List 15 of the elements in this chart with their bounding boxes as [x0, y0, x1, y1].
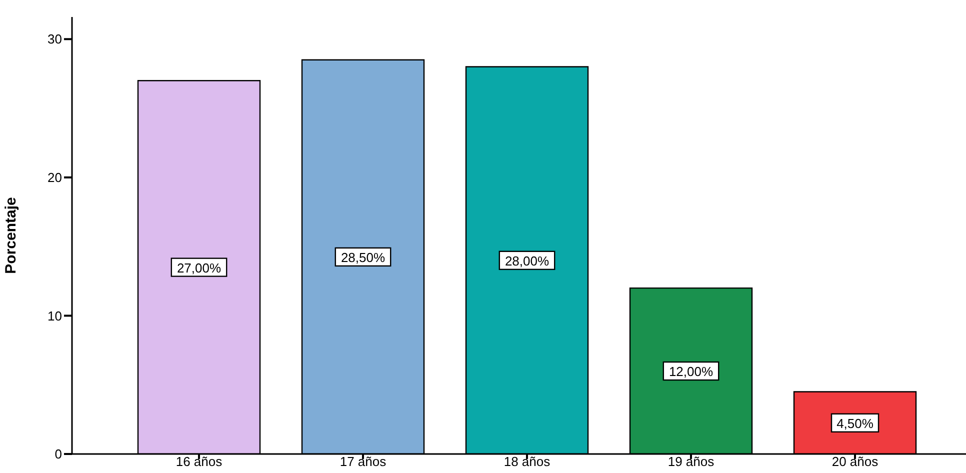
data-label: 4,50%: [836, 416, 874, 431]
x-tick-label: 20 años: [832, 454, 879, 470]
y-axis-title: Porcentaje: [2, 197, 20, 274]
x-tick-label: 18 años: [504, 454, 551, 470]
x-tick-label: 19 años: [668, 454, 715, 470]
y-tick-label: 30: [48, 32, 62, 47]
data-label: 27,00%: [176, 260, 222, 276]
y-tick-label: 0: [54, 446, 62, 462]
data-label: 28,00%: [504, 253, 550, 268]
y-tick-label: 10: [48, 308, 62, 324]
data-label: 12,00%: [668, 364, 714, 380]
x-tick-label: 16 años: [176, 454, 223, 470]
data-label: 28,50%: [340, 250, 386, 265]
x-tick-label: 17 años: [340, 454, 387, 470]
y-tick-label: 20: [48, 170, 62, 186]
